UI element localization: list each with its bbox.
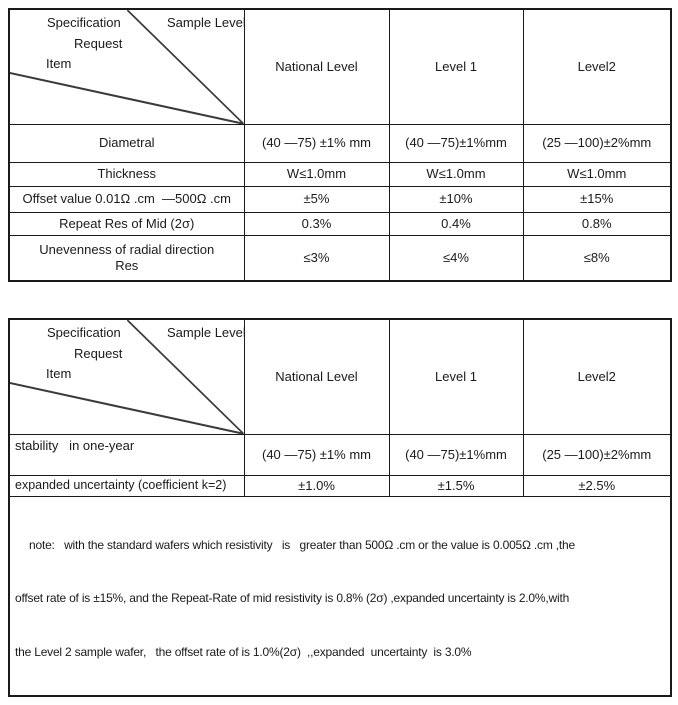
spec-table-stability: Specification Sample Level Request Item … xyxy=(8,318,672,697)
corner-cell: Specification Sample Level Request Item xyxy=(8,8,245,125)
column-header: Level2 xyxy=(522,8,672,125)
table-row: Thickness W≤1.0mm W≤1.0mm W≤1.0mm xyxy=(8,161,672,187)
cell-value: ±1.0% xyxy=(243,475,390,497)
corner-label-sample-level: Sample Level xyxy=(167,15,244,30)
note-line: offset rate of is ±15%, and the Repeat-R… xyxy=(15,591,570,605)
table-row: stability in one-year (40 —75) ±1% mm (4… xyxy=(8,434,672,476)
corner-label-item: Item xyxy=(46,366,72,382)
cell-value: (40 —75)±1%mm xyxy=(388,123,524,163)
corner-label-request: Request xyxy=(74,346,123,362)
table-row: Diametral (40 —75) ±1% mm (40 —75)±1%mm … xyxy=(8,123,672,163)
note-line: note: with the standard wafers which res… xyxy=(29,537,576,552)
cell-value: ±5% xyxy=(243,185,390,213)
corner-label-specification: Specification xyxy=(47,15,121,30)
column-header: Level2 xyxy=(522,318,672,436)
note-cell: note: with the standard wafers which res… xyxy=(8,496,672,697)
cell-value: ≤4% xyxy=(388,234,524,282)
table-row: Specification Sample Level Request Item … xyxy=(8,8,672,125)
corner-cell: Specification Sample Level Request Item xyxy=(8,318,245,436)
cell-value: W≤1.0mm xyxy=(388,161,524,187)
row-label: Offset value 0.01Ω .cm —500Ω .cm xyxy=(8,185,245,213)
corner-label-item: Item xyxy=(46,56,72,71)
cell-value: ≤8% xyxy=(522,234,672,282)
cell-value: ±10% xyxy=(388,185,524,213)
table-row: Unevenness of radial direction Res ≤3% ≤… xyxy=(8,234,672,282)
table-row: Offset value 0.01Ω .cm —500Ω .cm ±5% ±10… xyxy=(8,185,672,213)
cell-value: 0.8% xyxy=(522,211,672,236)
corner-label-request: Request xyxy=(74,36,123,51)
table-row: Specification Sample Level Request Item … xyxy=(8,318,672,436)
diagonal-lines-icon xyxy=(10,10,243,124)
column-header: Level 1 xyxy=(388,318,524,436)
column-header: National Level xyxy=(243,318,390,436)
corner-label-sample-level: Sample Level xyxy=(167,325,244,341)
cell-value: (40 —75) ±1% mm xyxy=(243,123,390,163)
cell-value: ≤3% xyxy=(243,234,390,282)
spec-table-primary: Specification Sample Level Request Item … xyxy=(8,8,672,283)
column-header: National Level xyxy=(243,8,390,125)
row-label: Repeat Res of Mid (2σ) xyxy=(8,211,245,236)
corner-label-specification: Specification xyxy=(47,325,121,341)
table-row: expanded uncertainty (coefficient k=2) ±… xyxy=(8,475,672,497)
row-label: Unevenness of radial direction Res xyxy=(8,234,245,282)
cell-value: (25 —100)±2%mm xyxy=(522,434,672,476)
cell-value: ±15% xyxy=(522,185,672,213)
column-header: Level 1 xyxy=(388,8,524,125)
cell-value: (40 —75) ±1% mm xyxy=(243,434,390,476)
table-row: note: with the standard wafers which res… xyxy=(8,496,672,697)
note-line: the Level 2 sample wafer, the offset rat… xyxy=(15,644,472,659)
cell-value: W≤1.0mm xyxy=(243,161,390,187)
cell-value: 0.3% xyxy=(243,211,390,236)
row-label: Thickness xyxy=(8,161,245,187)
cell-value: ±2.5% xyxy=(522,475,672,497)
cell-value: ±1.5% xyxy=(388,475,524,497)
cell-value: W≤1.0mm xyxy=(522,161,672,187)
cell-value: (40 —75)±1%mm xyxy=(388,434,524,476)
cell-value: 0.4% xyxy=(388,211,524,236)
table-row: Repeat Res of Mid (2σ) 0.3% 0.4% 0.8% xyxy=(8,211,672,236)
row-label: expanded uncertainty (coefficient k=2) xyxy=(8,475,245,497)
row-label: Diametral xyxy=(8,123,245,163)
diagonal-lines-icon xyxy=(10,320,243,434)
row-label: stability in one-year xyxy=(8,434,245,476)
cell-value: (25 —100)±2%mm xyxy=(522,123,672,163)
